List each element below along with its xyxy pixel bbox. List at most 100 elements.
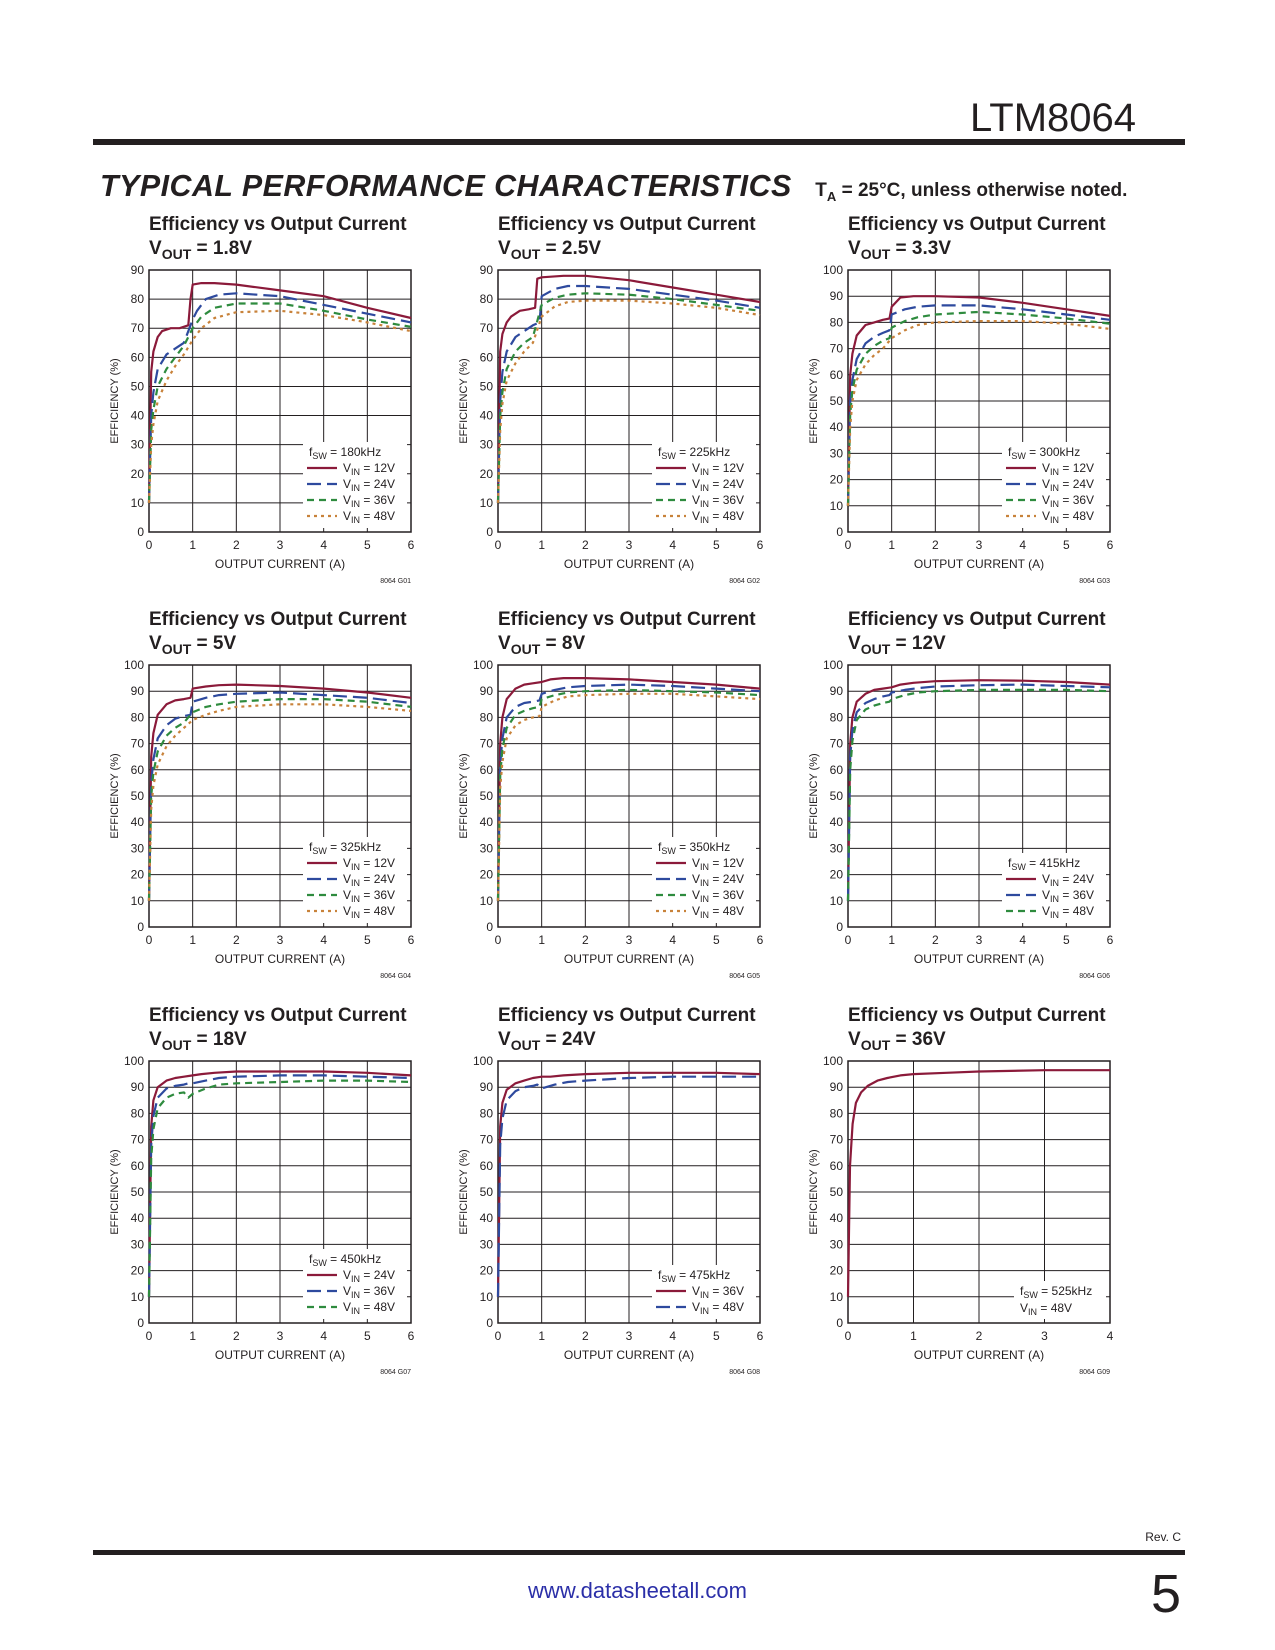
legend-entry: VIN = 48V	[343, 904, 395, 920]
y-tick-label: 20	[480, 467, 494, 481]
x-axis-label: OUTPUT CURRENT (A)	[215, 1348, 345, 1362]
series-line-12v	[496, 274, 761, 503]
y-tick-label: 100	[823, 658, 843, 672]
y-tick-label: 0	[836, 1316, 843, 1330]
chart-svg: 0 10 20 30 40 50 60 70 80 90 100 0 1 2 3 4 OUTPUT CURREN…	[808, 1054, 1114, 1376]
x-tick-label: 4	[1019, 538, 1026, 552]
footer-url[interactable]: www.datasheetall.com	[528, 1578, 747, 1603]
x-tick-label: 2	[582, 933, 589, 947]
series-line-12v	[496, 1071, 761, 1297]
plot-frame	[497, 1060, 761, 1324]
y-tick-label: 80	[480, 710, 494, 724]
x-tick-label: 1	[189, 1329, 196, 1343]
x-tick-label: 4	[320, 1329, 327, 1343]
chart-svg: 0 10 20 30 40 50 60 70 80 90 100 0 1 2 3 4 5 6 OUTPUT CURR…	[808, 658, 1114, 980]
x-tick-label: 1	[910, 1329, 917, 1343]
y-tick-label: 50	[131, 789, 145, 803]
x-tick-label: 3	[626, 538, 633, 552]
x-axis-label: OUTPUT CURRENT (A)	[564, 557, 694, 571]
y-tick-label: 50	[131, 379, 145, 393]
y-axis-label: EFFICIENCY (%)	[458, 1149, 470, 1234]
y-tick-label: 10	[830, 894, 844, 908]
x-tick-label: 6	[408, 538, 415, 552]
y-tick-label: 60	[131, 1159, 145, 1173]
y-tick-label: 10	[480, 1290, 494, 1304]
y-tick-label: 20	[131, 1264, 145, 1278]
x-axis-label: OUTPUT CURRENT (A)	[914, 557, 1044, 571]
legend-fsw: fSW = 475kHz	[658, 1268, 730, 1284]
y-tick-label: 0	[486, 525, 493, 539]
x-tick-label: 6	[757, 933, 764, 947]
y-tick-label: 0	[486, 1316, 493, 1330]
legend-fsw: fSW = 450kHz	[309, 1252, 381, 1268]
efficiency-chart-4: Efficiency vs Output Current VOUT = 5V 0 10…	[102, 608, 432, 1013]
chart-title-text: Efficiency vs Output Current	[149, 214, 407, 235]
x-tick-label: 1	[888, 933, 895, 947]
plot-frame	[847, 664, 1111, 928]
chart-title: Efficiency vs Output Current VOUT = 24V	[498, 1004, 756, 1057]
series-line-36v	[147, 302, 412, 503]
x-tick-label: 3	[626, 1329, 633, 1343]
series-line-48v	[846, 319, 1111, 506]
x-tick-label: 3	[277, 1329, 284, 1343]
y-tick-label: 10	[131, 496, 145, 510]
series-line-24v	[496, 1075, 760, 1297]
chart-subtitle: VOUT = 2.5V	[498, 238, 601, 262]
y-tick-label: 0	[137, 920, 144, 934]
chart-title: Efficiency vs Output Current VOUT = 3.3V	[848, 213, 1106, 266]
y-tick-label: 90	[480, 684, 494, 698]
y-tick-label: 0	[486, 920, 493, 934]
x-tick-label: 0	[146, 933, 153, 947]
y-tick-label: 20	[131, 467, 145, 481]
legend-entry: VIN = 24V	[343, 477, 395, 493]
legend-entry: VIN = 24V	[692, 872, 744, 888]
legend-entry: VIN = 48V	[1042, 904, 1094, 920]
y-tick-label: 10	[131, 894, 145, 908]
y-tick-label: 90	[131, 684, 145, 698]
series-line-12v	[846, 295, 1111, 506]
x-axis-label: OUTPUT CURRENT (A)	[564, 1348, 694, 1362]
y-tick-label: 40	[480, 815, 494, 829]
chart-title: Efficiency vs Output Current VOUT = 8V	[498, 608, 756, 661]
efficiency-chart-5: Efficiency vs Output Current VOUT = 8V 0 10…	[451, 608, 781, 1013]
x-tick-label: 1	[189, 538, 196, 552]
y-tick-label: 60	[830, 763, 844, 777]
x-tick-label: 6	[408, 1329, 415, 1343]
legend-entry: VIN = 48V	[692, 1300, 744, 1316]
x-tick-label: 4	[669, 538, 676, 552]
legend-entry: VIN = 12V	[692, 856, 744, 872]
series-line-48v	[496, 299, 761, 503]
chart-title: Efficiency vs Output Current VOUT = 18V	[149, 1004, 407, 1057]
y-tick-label: 100	[473, 658, 493, 672]
series-line-36v	[496, 292, 761, 503]
legend-entry: VIN = 36V	[343, 888, 395, 904]
chart-svg: 0 10 20 30 40 50 60 70 80 90 100 0 1 2 3 4 5 6 OUTPUT CURR…	[109, 1054, 415, 1376]
y-tick-label: 90	[830, 289, 844, 303]
series-line-12v	[846, 679, 1111, 901]
x-tick-label: 4	[669, 933, 676, 947]
y-tick-label: 50	[480, 1185, 494, 1199]
x-tick-label: 0	[495, 538, 502, 552]
y-tick-label: 0	[137, 1316, 144, 1330]
figure-code: 8064 G04	[380, 973, 411, 980]
y-tick-label: 60	[131, 350, 145, 364]
figure-code: 8064 G07	[380, 1369, 411, 1376]
y-axis-label: EFFICIENCY (%)	[458, 358, 470, 443]
y-tick-label: 10	[480, 894, 494, 908]
figure-code: 8064 G02	[729, 578, 760, 585]
efficiency-chart-7: Efficiency vs Output Current VOUT = 18V 0 1…	[102, 1004, 432, 1409]
chart-subtitle: VOUT = 36V	[848, 1029, 946, 1053]
legend-entry: VIN = 24V	[343, 1268, 395, 1284]
y-tick-label: 30	[131, 438, 145, 452]
series-line-36v	[147, 697, 412, 901]
y-tick-label: 60	[830, 368, 844, 382]
plot-frame	[497, 269, 761, 533]
x-tick-label: 6	[1107, 933, 1114, 947]
chart-subtitle: VOUT = 3.3V	[848, 238, 951, 262]
y-tick-label: 50	[480, 379, 494, 393]
plot-frame	[148, 1060, 412, 1324]
chart-subtitle: VOUT = 18V	[149, 1029, 247, 1053]
plot-frame	[148, 269, 412, 533]
series-line-24v	[846, 304, 1111, 506]
x-tick-label: 0	[495, 1329, 502, 1343]
